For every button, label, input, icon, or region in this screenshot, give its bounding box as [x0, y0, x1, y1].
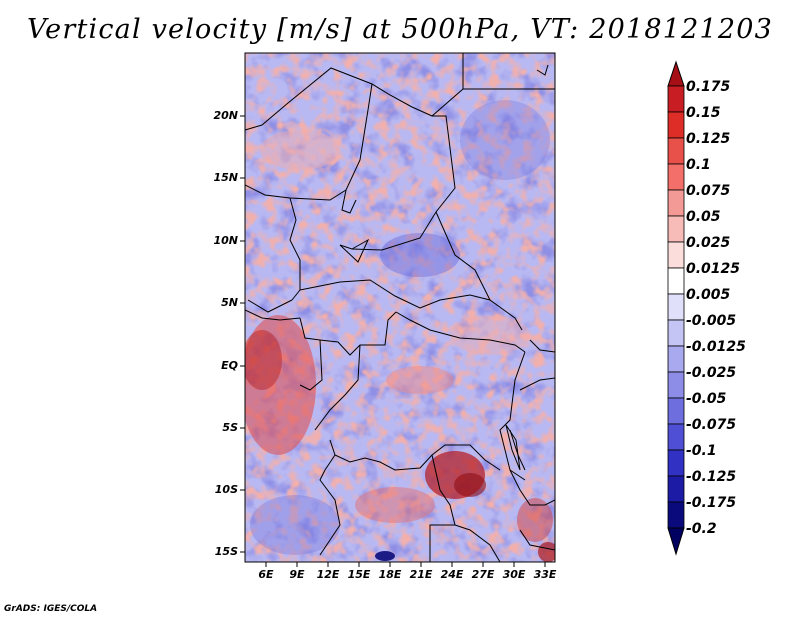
- lat-tick-label: 15N: [213, 171, 238, 184]
- colorbar-label: -0.175: [686, 495, 737, 511]
- lon-tick-label: 30E: [502, 568, 526, 581]
- lat-tick-label: 20N: [213, 109, 238, 122]
- colorbar-swatch: [667, 501, 685, 529]
- lon-tick-label: 21E: [409, 568, 433, 581]
- lon-tick-label: 9E: [289, 568, 305, 581]
- colorbar-swatch: [667, 423, 685, 451]
- colorbar-swatch: [667, 345, 685, 373]
- colorbar-swatch: [667, 397, 685, 425]
- lon-tick-label: 33E: [533, 568, 557, 581]
- lon-tick-label: 18E: [378, 568, 402, 581]
- colorbar-label: -0.0125: [686, 339, 746, 355]
- lat-tick-label: 15S: [214, 545, 238, 558]
- colorbar-top-arrow: [667, 60, 685, 87]
- colorbar-label: 0.05: [686, 209, 721, 225]
- colorbar-swatch: [667, 371, 685, 399]
- colorbar-swatch: [667, 267, 685, 295]
- colorbar-label: -0.2: [686, 521, 717, 537]
- colorbar-swatch: [667, 449, 685, 477]
- lon-tick-label: 6E: [258, 568, 274, 581]
- colorbar-swatch: [667, 319, 685, 347]
- colorbar-swatch: [667, 293, 685, 321]
- colorbar: [667, 60, 685, 556]
- colorbar-swatch: [667, 475, 685, 503]
- lon-tick-label: 24E: [440, 568, 464, 581]
- velocity-field: [245, 53, 555, 562]
- colorbar-swatch: [667, 111, 685, 139]
- colorbar-swatch: [667, 163, 685, 191]
- colorbar-label: 0.0125: [686, 261, 741, 277]
- lat-tick-label: EQ: [221, 359, 238, 372]
- lon-tick-label: 12E: [316, 568, 340, 581]
- lon-tick-label: 27E: [471, 568, 495, 581]
- colorbar-swatch: [667, 137, 685, 165]
- colorbar-label: 0.075: [686, 183, 731, 199]
- country-borders: [245, 53, 555, 562]
- map-title: Vertical velocity [m/s] at 500hPa, VT: 2…: [26, 14, 774, 45]
- colorbar-label: 0.125: [686, 131, 731, 147]
- lat-tick-label: 5N: [221, 296, 238, 309]
- colorbar-label: 0.1: [686, 157, 711, 173]
- colorbar-label: 0.15: [686, 105, 721, 121]
- lat-tick-label: 10N: [213, 234, 238, 247]
- colorbar-label: -0.1: [686, 443, 717, 459]
- colorbar-label: -0.075: [686, 417, 737, 433]
- colorbar-bottom-arrow: [667, 527, 685, 556]
- colorbar-swatch: [667, 215, 685, 243]
- colorbar-label: -0.05: [686, 391, 727, 407]
- lat-tick-label: 5S: [222, 421, 238, 434]
- map-frame: [244, 52, 556, 563]
- colorbar-label: -0.125: [686, 469, 737, 485]
- lat-tick-label: 10S: [214, 483, 238, 496]
- lon-tick-label: 15E: [347, 568, 371, 581]
- colorbar-label: 0.175: [686, 79, 731, 95]
- colorbar-label: -0.005: [686, 313, 737, 329]
- colorbar-label: 0.025: [686, 235, 731, 251]
- colorbar-swatch: [667, 241, 685, 269]
- colorbar-swatch: [667, 85, 685, 113]
- colorbar-label: 0.005: [686, 287, 731, 303]
- grads-credit: GrADS: IGES/COLA: [4, 604, 98, 614]
- colorbar-swatch: [667, 189, 685, 217]
- colorbar-label: -0.025: [686, 365, 737, 381]
- axis-ticks: [240, 115, 546, 567]
